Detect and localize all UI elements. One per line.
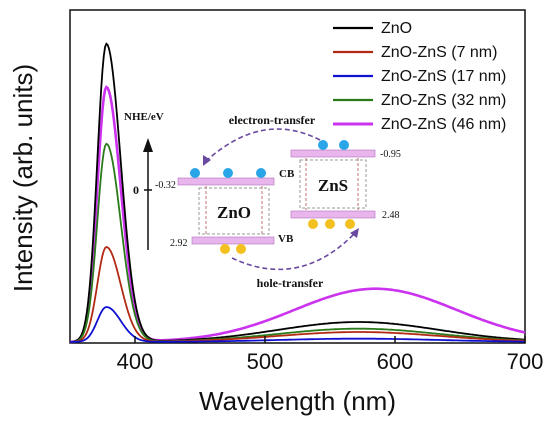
- legend-label: ZnO-ZnS (17 nm): [381, 68, 506, 85]
- cb-label: CB: [279, 168, 295, 180]
- zns-electron-1: [318, 140, 328, 150]
- zno-cb-band: [177, 177, 275, 186]
- series-lines: [69, 42, 526, 344]
- series-line-2: [70, 306, 525, 343]
- zns-hole-3: [345, 219, 355, 229]
- band-diagram-inset: NHE/eV 0 ZnO -0.32 2.92 CB VB ZnS -0.95 …: [124, 111, 401, 290]
- legend-label: ZnO: [381, 20, 412, 37]
- x-tick-label: 700: [507, 349, 544, 374]
- zns-hole-1: [308, 219, 318, 229]
- x-axis-title: Wavelength (nm): [199, 386, 396, 416]
- nhe-axis-arrowhead: [143, 138, 153, 152]
- x-tick-label: 400: [117, 349, 154, 374]
- series-line-1: [69, 246, 525, 343]
- electron-transfer-arrowhead: [203, 155, 211, 166]
- zns-box: [299, 159, 367, 209]
- series-line-0: [69, 42, 526, 343]
- vb-label: VB: [278, 233, 294, 245]
- zns-label: ZnS: [318, 176, 348, 195]
- plot-area-frame: [69, 9, 526, 344]
- zno-box: [198, 187, 270, 235]
- x-axis-ticks: 400 500 600 700: [117, 336, 544, 374]
- zns-cb-value: -0.95: [380, 149, 401, 160]
- zns-electron-2: [339, 140, 349, 150]
- legend-label: ZnO-ZnS (7 nm): [381, 44, 497, 61]
- electron-transfer-label: electron-transfer: [229, 113, 316, 127]
- hole-transfer-arrow: [231, 231, 357, 271]
- hole-transfer-arrowhead: [350, 228, 359, 238]
- electron-transfer-arrow: [204, 128, 321, 163]
- legend-label: ZnO-ZnS (46 nm): [381, 116, 506, 133]
- zno-electron-3: [256, 168, 266, 178]
- zns-vb-band: [290, 210, 376, 219]
- x-tick-label: 500: [247, 349, 284, 374]
- zno-vb-band: [191, 236, 275, 245]
- zns-vb-value: 2.48: [382, 210, 400, 221]
- zno-hole-2: [236, 244, 246, 254]
- hole-transfer-label: hole-transfer: [257, 276, 324, 290]
- zno-vb-value: 2.92: [170, 238, 188, 249]
- nhe-zero-label: 0: [133, 183, 139, 197]
- zno-label: ZnO: [217, 203, 251, 222]
- series-line-3: [70, 142, 525, 343]
- y-axis-title: Intensity (arb. units): [8, 64, 38, 292]
- zno-cb-value: -0.32: [155, 180, 176, 191]
- nhe-axis-label: NHE/eV: [124, 111, 164, 123]
- zno-electron-1: [190, 168, 200, 178]
- legend: ZnO ZnO-ZnS (7 nm) ZnO-ZnS (17 nm) ZnO-ZnS …: [333, 20, 506, 133]
- x-tick-label: 600: [377, 349, 414, 374]
- zns-hole-2: [325, 219, 335, 229]
- zno-hole-1: [220, 244, 230, 254]
- zno-electron-2: [223, 168, 233, 178]
- legend-label: ZnO-ZnS (32 nm): [381, 92, 506, 109]
- zns-cb-band: [290, 149, 376, 158]
